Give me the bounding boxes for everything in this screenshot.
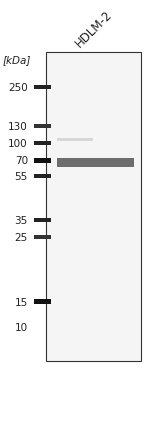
Bar: [57, 158, 134, 168]
Bar: [34, 125, 51, 128]
Bar: [34, 219, 51, 223]
Text: 55: 55: [15, 172, 28, 182]
Text: [kDa]: [kDa]: [3, 55, 31, 65]
Bar: [34, 158, 51, 164]
Text: 25: 25: [15, 233, 28, 243]
Bar: [34, 236, 51, 239]
Text: 250: 250: [8, 83, 28, 93]
Text: 10: 10: [15, 322, 28, 332]
Text: 35: 35: [15, 216, 28, 226]
Bar: [57, 139, 93, 141]
Bar: [34, 86, 51, 90]
Bar: [46, 53, 141, 362]
Text: 15: 15: [15, 297, 28, 307]
Bar: [34, 300, 51, 305]
Bar: [34, 141, 51, 146]
Text: 70: 70: [15, 156, 28, 166]
Text: 130: 130: [8, 122, 28, 132]
Bar: [34, 175, 51, 179]
Text: HDLM-2: HDLM-2: [72, 9, 114, 50]
Text: 100: 100: [8, 138, 28, 148]
